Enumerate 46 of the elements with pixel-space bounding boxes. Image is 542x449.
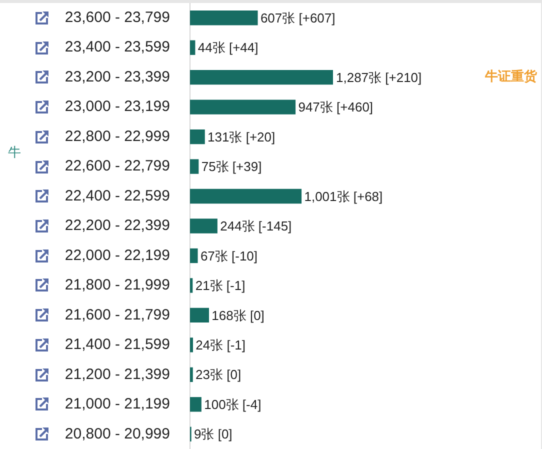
y-tick-label: 23,000 - 23,199 xyxy=(64,98,170,116)
bar xyxy=(190,248,198,264)
bar xyxy=(190,218,218,234)
y-tick-label: 20,800 - 20,999 xyxy=(64,425,170,442)
data-label: 75张 [+39] xyxy=(201,159,262,174)
y-tick-label: 21,800 - 21,999 xyxy=(64,276,170,294)
data-label: 607张 [+607] xyxy=(260,10,336,26)
data-label: 44张 [+44] xyxy=(198,40,258,56)
y-tick-label: 21,400 - 21,599 xyxy=(64,336,170,354)
data-label: 21张 [-1] xyxy=(195,278,246,294)
bar xyxy=(190,308,209,323)
y-tick-label: 21,200 - 21,399 xyxy=(64,366,170,383)
y-tick-label: 23,200 - 23,399 xyxy=(64,68,170,86)
bar xyxy=(190,159,199,174)
bar xyxy=(190,100,296,114)
y-tick-label: 22,800 - 22,999 xyxy=(64,128,170,145)
bar xyxy=(190,367,193,382)
y-tick-label: 22,400 - 22,599 xyxy=(64,187,170,204)
data-label: 1,287张 [+210] xyxy=(336,70,422,85)
bar xyxy=(190,397,202,412)
data-label: 947张 [+460] xyxy=(298,100,374,115)
bar xyxy=(190,278,193,293)
y-tick-label: 23,400 - 23,599 xyxy=(64,38,170,56)
bar xyxy=(190,338,193,352)
data-label: 131张 [+20] xyxy=(208,129,276,144)
y-axis-title: 牛 xyxy=(8,144,21,160)
y-tick-label: 21,000 - 21,199 xyxy=(64,396,170,413)
y-tick-label: 23,600 - 23,799 xyxy=(64,9,170,26)
data-label: 244张 [-145] xyxy=(220,218,292,234)
y-tick-label: 22,600 - 22,799 xyxy=(64,158,170,175)
data-label: 100张 [-4] xyxy=(204,396,262,412)
bar xyxy=(190,129,205,144)
data-label: 67张 [-10] xyxy=(200,248,258,264)
y-tick-label: 22,000 - 22,199 xyxy=(64,246,170,264)
data-label: 9张 [0] xyxy=(194,426,232,442)
y-tick-label: 22,200 - 22,399 xyxy=(64,217,170,234)
bar xyxy=(190,10,258,26)
bar xyxy=(190,70,333,85)
data-label: 1,001张 [+68] xyxy=(304,188,383,204)
data-label: 24张 [-1] xyxy=(196,338,246,353)
bar xyxy=(190,188,302,204)
data-label: 168张 [0] xyxy=(212,308,264,323)
y-tick-label: 21,600 - 21,799 xyxy=(64,306,170,324)
bar xyxy=(190,40,196,55)
text: 牛证重货 xyxy=(484,68,538,84)
data-label: 23张 [0] xyxy=(196,367,242,382)
